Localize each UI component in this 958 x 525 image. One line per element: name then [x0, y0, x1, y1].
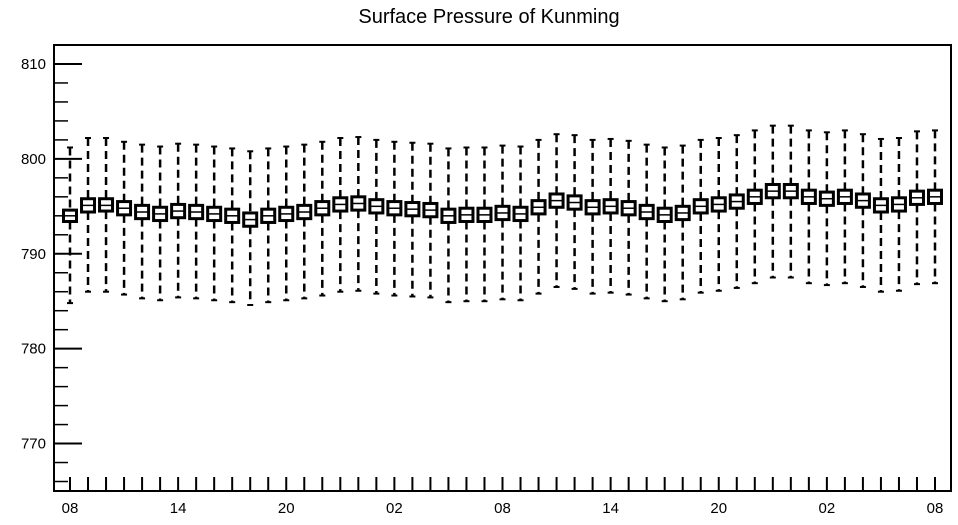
box-item: [260, 147, 277, 304]
y-axis-major-ticks: 770 780 790 800 810: [21, 56, 82, 453]
box-item: [404, 141, 421, 298]
box-item: [656, 146, 673, 303]
y-tick-label: 810: [21, 56, 46, 73]
box-item: [134, 143, 151, 300]
box-item: [638, 143, 655, 300]
box-item: [530, 138, 547, 295]
box-item: [170, 142, 187, 299]
box-item: [296, 143, 313, 300]
box-item: [548, 133, 565, 288]
x-tick-label: 02: [819, 500, 836, 517]
box-item: [224, 147, 241, 304]
box-item: [314, 140, 331, 297]
plot-frame: [53, 44, 952, 492]
y-axis-minor-ticks: [54, 44, 68, 483]
x-tick-label: 08: [927, 500, 944, 517]
box-item: [512, 145, 529, 302]
box-item: [728, 134, 745, 289]
x-axis-ticks: 08 14 20 02 08 14 20 02 08: [62, 477, 944, 517]
box-item: [854, 133, 871, 288]
box-item: [710, 136, 727, 292]
box-item: [566, 134, 583, 290]
y-tick-label: 780: [21, 341, 46, 358]
box-item: [764, 124, 781, 279]
box-series: [62, 124, 943, 307]
x-tick-label: 02: [386, 500, 403, 517]
x-tick-label: 08: [494, 500, 511, 517]
box-item: [80, 136, 97, 293]
x-tick-label: 20: [278, 500, 295, 517]
box-item: [458, 146, 475, 303]
y-tick-label: 800: [21, 151, 46, 168]
box-item: [278, 145, 295, 302]
box-item: [494, 144, 511, 301]
box-item: [872, 137, 889, 293]
box-item: [927, 129, 943, 285]
y-tick-label: 790: [21, 246, 46, 263]
box-item: [242, 150, 259, 307]
box-item: [692, 138, 709, 294]
box-item: [206, 145, 223, 302]
box-item: [188, 143, 205, 300]
box-item: [422, 142, 439, 299]
box-item: [836, 129, 853, 285]
box-item: [602, 137, 619, 294]
box-item: [116, 140, 133, 296]
box-item: [890, 136, 907, 292]
box-item: [584, 138, 601, 295]
box-item: [476, 146, 493, 303]
box-item: [386, 140, 403, 297]
x-tick-label: 20: [710, 500, 727, 517]
box-item: [440, 147, 457, 304]
box-item: [98, 136, 115, 293]
box-item: [674, 144, 691, 301]
x-tick-label: 08: [62, 500, 79, 517]
box-item: [818, 131, 835, 287]
box-item: [368, 138, 385, 295]
x-tick-label: 14: [602, 500, 619, 517]
box-item: [152, 145, 169, 302]
box-item: [620, 139, 637, 296]
box-item: [746, 129, 763, 285]
box-item: [908, 130, 925, 286]
box-item: [782, 124, 799, 279]
x-tick-label: 14: [170, 500, 187, 517]
box-item: [800, 129, 817, 285]
box-item: [62, 146, 78, 305]
chart-title: Surface Pressure of Kunming: [358, 6, 619, 28]
box-item: [350, 136, 367, 292]
y-tick-label: 770: [21, 436, 46, 453]
box-item: [332, 136, 349, 293]
